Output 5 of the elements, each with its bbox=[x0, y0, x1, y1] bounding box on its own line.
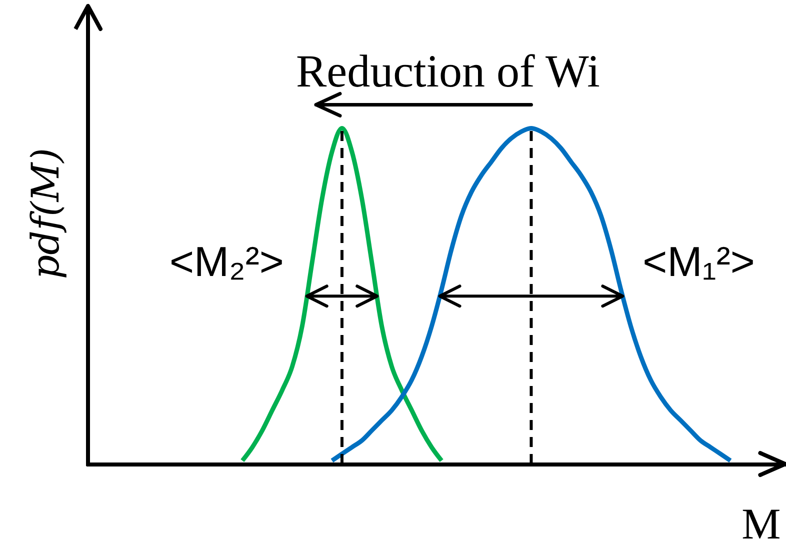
x-axis-title: M bbox=[742, 500, 781, 542]
annotation: <M₁²> bbox=[642, 238, 755, 286]
text: Reduction of Wi bbox=[296, 46, 600, 97]
annotation: <M₂²> bbox=[170, 238, 284, 286]
y-axis-title: pdf(M) bbox=[24, 148, 68, 280]
